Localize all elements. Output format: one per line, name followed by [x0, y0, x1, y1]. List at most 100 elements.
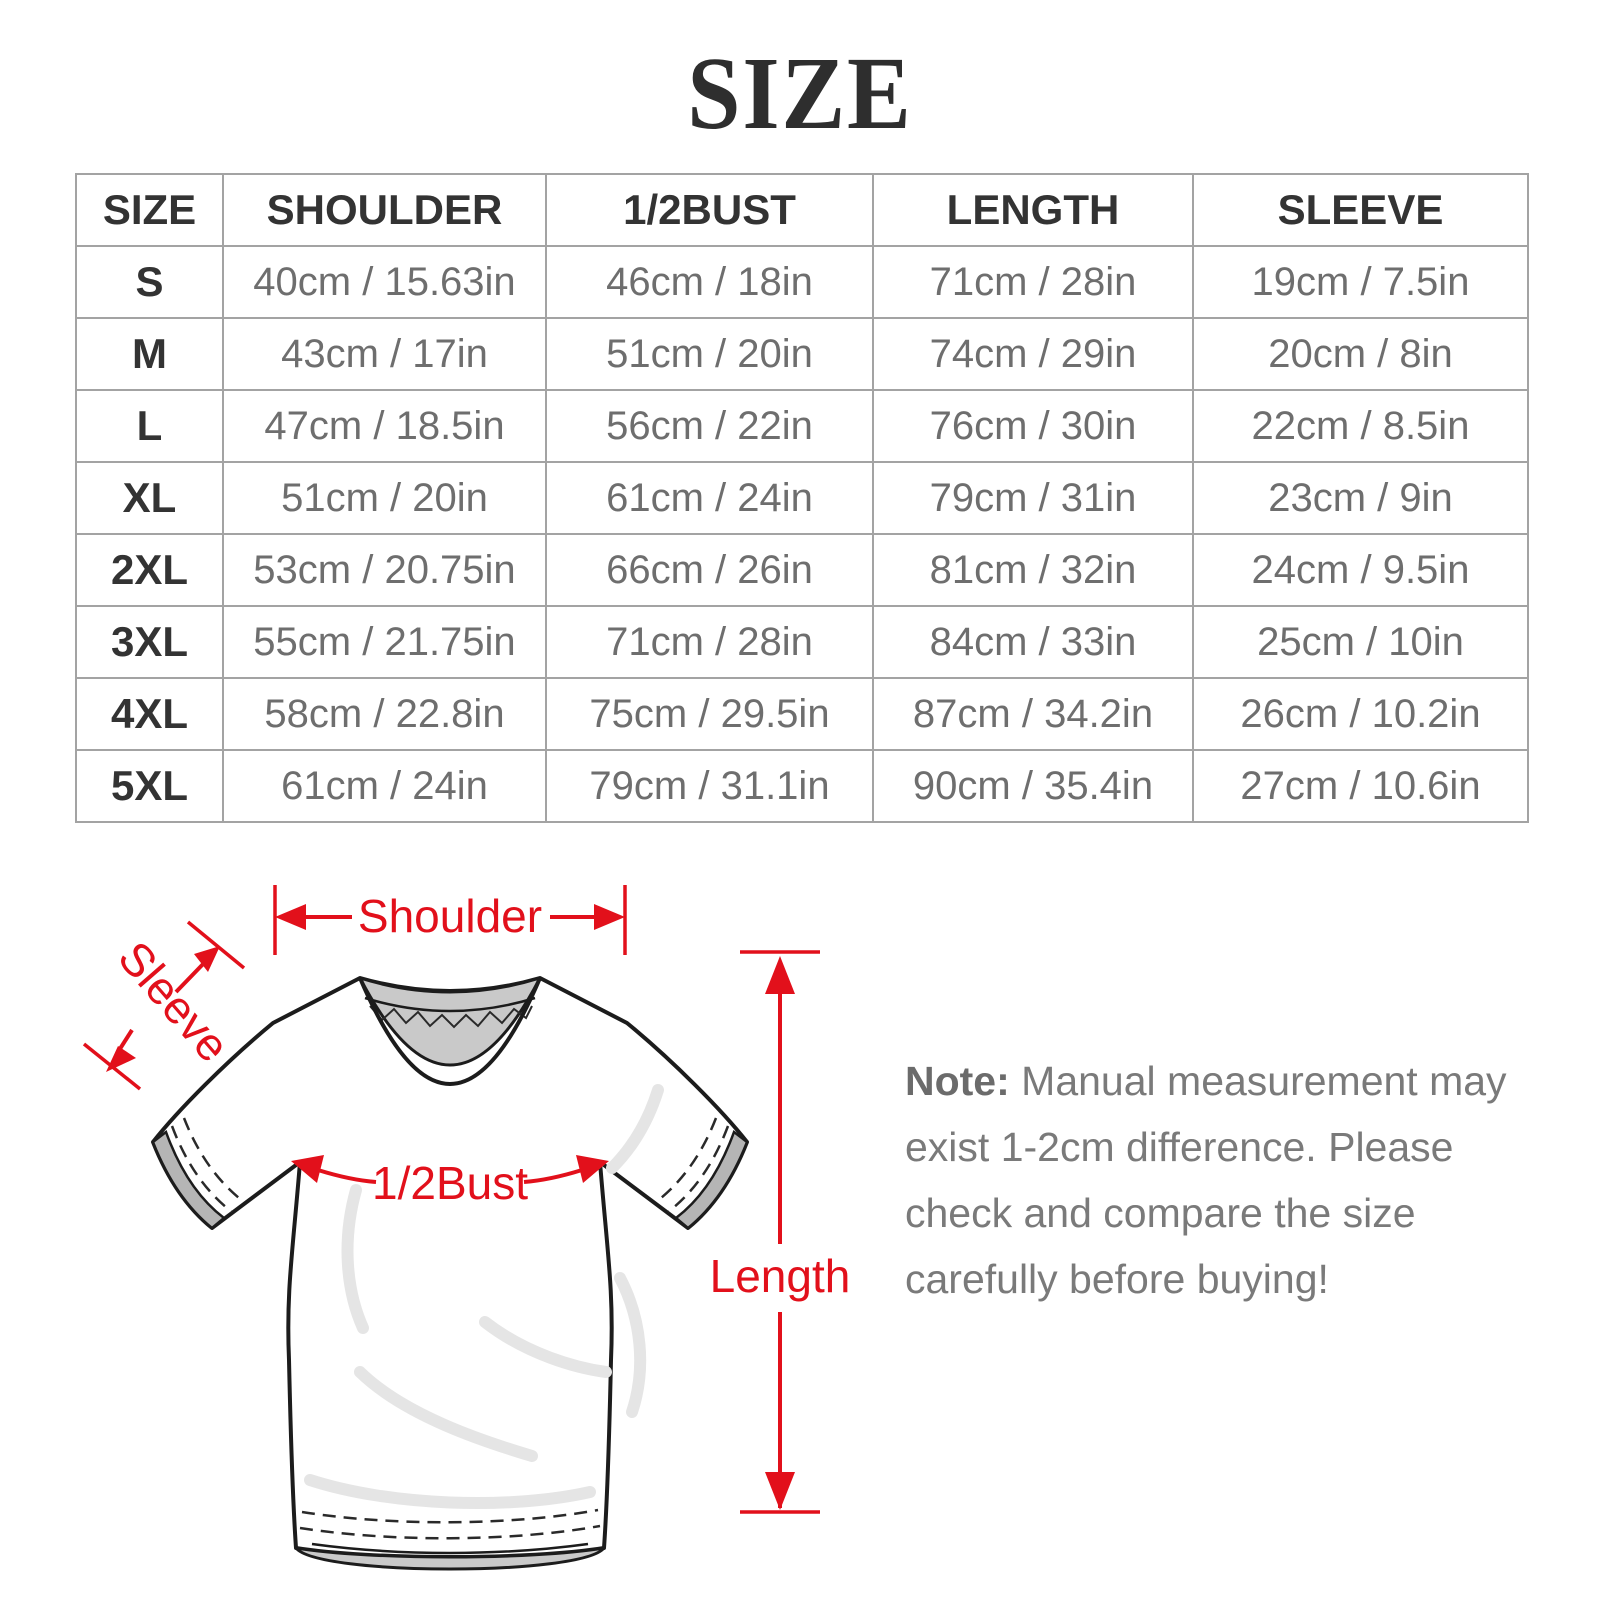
- size-table-body: S 40cm / 15.63in 46cm / 18in 71cm / 28in 19c…: [75, 245, 1529, 823]
- collar-zigzag-stitch: [369, 1005, 533, 1029]
- hem-band: [294, 1546, 606, 1571]
- size-label-cell: XL: [75, 461, 224, 535]
- measurement-cell: 40cm / 15.63in: [222, 245, 547, 319]
- header-length: LENGTH: [872, 173, 1194, 247]
- size-label-cell: 5XL: [75, 749, 224, 823]
- measurement-cell: 24cm / 9.5in: [1192, 533, 1529, 607]
- size-label-cell: 4XL: [75, 677, 224, 751]
- arrowhead-right-icon: [594, 904, 625, 930]
- wrinkle-shadow: [304, 1474, 596, 1510]
- left-cuff-stitching: [182, 1117, 245, 1203]
- measurement-cell: 81cm / 32in: [872, 533, 1194, 607]
- measurement-cell: 22cm / 8.5in: [1192, 389, 1529, 463]
- left-cuff-stitching: [170, 1125, 233, 1213]
- length-label: Length: [710, 1250, 851, 1302]
- measurement-cell: 46cm / 18in: [545, 245, 874, 319]
- hem-fold-line: [311, 1542, 589, 1555]
- measurement-note: Note: Manual measurement may exist 1-2cm…: [905, 1048, 1525, 1312]
- note-line: carefully before buying!: [905, 1256, 1329, 1302]
- measurement-cell: 25cm / 10in: [1192, 605, 1529, 679]
- length-measure: Length: [710, 950, 851, 1514]
- arrowhead-up-icon: [765, 956, 795, 994]
- note-line: exist 1-2cm difference. Please: [905, 1124, 1454, 1170]
- table-row: 4XL 58cm / 22.8in 75cm / 29.5in 87cm / 34.2…: [75, 677, 1529, 751]
- hem-stitching: [301, 1508, 599, 1524]
- header-size: SIZE: [75, 173, 224, 247]
- measure-line: [317, 1168, 377, 1184]
- measurement-cell: 90cm / 35.4in: [872, 749, 1194, 823]
- table-row: S 40cm / 15.63in 46cm / 18in 71cm / 28in 19c…: [75, 245, 1529, 319]
- measurement-cell: 43cm / 17in: [222, 317, 547, 391]
- note-line: check and compare the size: [905, 1190, 1416, 1236]
- right-cuff-stitching: [667, 1125, 730, 1213]
- table-row: 2XL 53cm / 20.75in 66cm / 26in 81cm / 32in 2…: [75, 533, 1529, 607]
- measurement-cell: 79cm / 31.1in: [545, 749, 874, 823]
- measurement-cell: 56cm / 22in: [545, 389, 874, 463]
- measure-tick: [82, 1042, 142, 1091]
- measurement-cell: 47cm / 18.5in: [222, 389, 547, 463]
- measurement-cell: 61cm / 24in: [222, 749, 547, 823]
- measurement-cell: 84cm / 33in: [872, 605, 1194, 679]
- measurement-cell: 26cm / 10.2in: [1192, 677, 1529, 751]
- measure-line: [174, 959, 208, 994]
- front-neckline: [358, 977, 542, 1086]
- bust-label: 1/2Bust: [372, 1157, 528, 1209]
- size-label-cell: S: [75, 245, 224, 319]
- measurement-cell: 76cm / 30in: [872, 389, 1194, 463]
- measurement-cell: 58cm / 22.8in: [222, 677, 547, 751]
- wrinkle-shadow: [479, 1316, 612, 1378]
- arrowhead-right-icon: [576, 1155, 609, 1183]
- bust-measure: 1/2Bust: [291, 1155, 609, 1209]
- measurement-cell: 51cm / 20in: [545, 317, 874, 391]
- measurement-cell: 51cm / 20in: [222, 461, 547, 535]
- sleeve-measure: Sleeve: [82, 920, 246, 1091]
- wrinkle-shadow: [606, 1084, 664, 1174]
- measurement-cell: 23cm / 9in: [1192, 461, 1529, 535]
- header-shoulder: SHOULDER: [222, 173, 547, 247]
- note-label: Note:: [905, 1058, 1010, 1104]
- table-row: XL 51cm / 20in 61cm / 24in 79cm / 31in 23cm …: [75, 461, 1529, 535]
- collar-band-line: [364, 996, 536, 1013]
- size-label-cell: M: [75, 317, 224, 391]
- right-sleeve-cuff: [673, 1129, 749, 1230]
- left-sleeve-cuff: [151, 1129, 227, 1230]
- measurement-cell: 20cm / 8in: [1192, 317, 1529, 391]
- shoulder-measure: Shoulder: [273, 885, 627, 955]
- table-row: 5XL 61cm / 24in 79cm / 31.1in 90cm / 35.4in…: [75, 749, 1529, 823]
- table-header-row: SIZE SHOULDER 1/2BUST LENGTH SLEEVE: [75, 173, 1529, 247]
- arrowhead-down-icon: [106, 1046, 136, 1072]
- measure-tick: [186, 920, 246, 970]
- measurement-cell: 61cm / 24in: [545, 461, 874, 535]
- hem-stitching: [299, 1524, 601, 1540]
- tshirt-illustration: [151, 976, 749, 1571]
- measurement-cell: 74cm / 29in: [872, 317, 1194, 391]
- tshirt-measurement-diagram: Shoulder Sleeve 1/2Bust Length: [82, 885, 851, 1571]
- measurement-cell: 27cm / 10.6in: [1192, 749, 1529, 823]
- measurement-cell: 71cm / 28in: [545, 605, 874, 679]
- measurement-cell: 71cm / 28in: [872, 245, 1194, 319]
- size-label-cell: 3XL: [75, 605, 224, 679]
- measurement-cell: 53cm / 20.75in: [222, 533, 547, 607]
- arrowhead-left-icon: [291, 1155, 324, 1183]
- measurement-cell: 79cm / 31in: [872, 461, 1194, 535]
- page-title: SIZE: [687, 36, 913, 151]
- table-row: 3XL 55cm / 21.75in 71cm / 28in 84cm / 33in 2…: [75, 605, 1529, 679]
- measurement-cell: 87cm / 34.2in: [872, 677, 1194, 751]
- shoulder-label: Shoulder: [358, 890, 542, 942]
- size-label-cell: L: [75, 389, 224, 463]
- measurement-cell: 19cm / 7.5in: [1192, 245, 1529, 319]
- measurement-cell: 75cm / 29.5in: [545, 677, 874, 751]
- header-sleeve: SLEEVE: [1192, 173, 1529, 247]
- sleeve-label: Sleeve: [108, 931, 240, 1071]
- size-table: SIZE SHOULDER 1/2BUST LENGTH SLEEVE S 40c…: [75, 173, 1529, 823]
- arrowhead-down-icon: [765, 1472, 795, 1510]
- measurement-cell: 66cm / 26in: [545, 533, 874, 607]
- wrinkle-shadow: [614, 1272, 647, 1418]
- wrinkle-shadow: [341, 1184, 369, 1334]
- measure-line: [523, 1168, 583, 1184]
- arrowhead-up-icon: [194, 946, 220, 972]
- size-label-cell: 2XL: [75, 533, 224, 607]
- right-cuff-stitching: [655, 1117, 718, 1203]
- wrinkle-shadow: [354, 1366, 538, 1462]
